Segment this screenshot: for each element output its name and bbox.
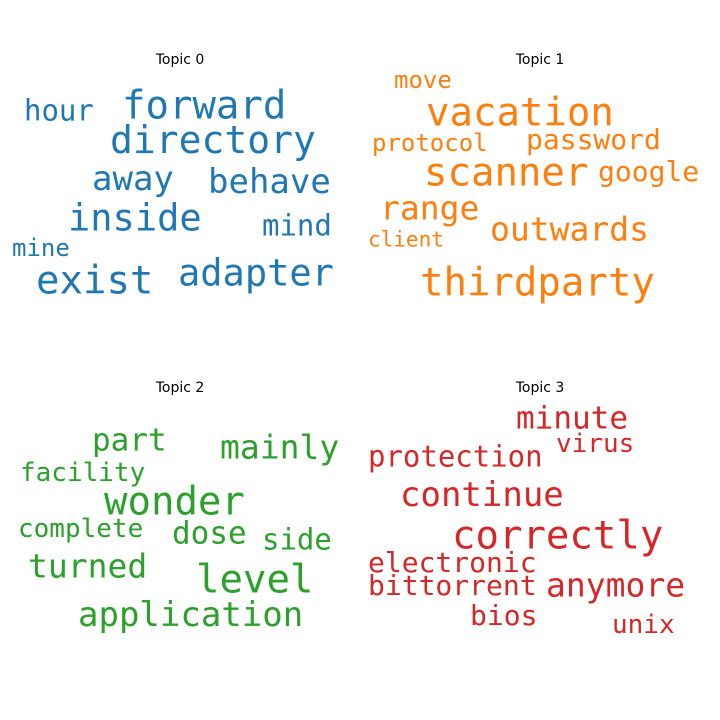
topic-0-title: Topic 0 [155, 52, 205, 68]
topic-3-word-protection: protection [368, 439, 543, 474]
topic-2-word-mainly: mainly [220, 427, 340, 467]
topic-0-word-mind: mind [262, 208, 332, 243]
topic-0-word-hour: hour [24, 93, 94, 128]
topic-2-word-turned: turned [28, 546, 148, 586]
topic-0-word-forward: forward [122, 83, 287, 129]
topic-3-word-unix: unix [612, 610, 675, 640]
topic-1-word-protocol: protocol [372, 129, 488, 157]
topic-1-word-move: move [394, 66, 452, 94]
topic-3-word-minute: minute [516, 400, 628, 437]
topic-3-word-anymore: anymore [546, 565, 686, 605]
topic-1-title: Topic 1 [515, 52, 565, 68]
topic-0-word-mine: mine [12, 234, 70, 262]
topic-2-panel: Topic 2 part mainly facility wonder complete… [0, 328, 360, 688]
topic-1-word-vacation: vacation [426, 90, 614, 136]
topic-1-word-client: client [368, 227, 444, 252]
topic-1-panel: Topic 1 move vacation protocol password scan… [360, 0, 720, 360]
topic-2-word-facility: facility [20, 458, 146, 488]
topic-3-word-correctly: correctly [452, 513, 664, 559]
topic-3-word-electronic: electronic [368, 546, 537, 579]
topic-3-title: Topic 3 [515, 380, 565, 396]
topic-0-word-adapter: adapter [178, 251, 334, 295]
topic-0-word-away: away [92, 159, 174, 199]
topic-2-word-application: application [78, 595, 304, 635]
topic-2-word-part: part [92, 422, 167, 459]
topic-2-word-level: level [196, 557, 314, 603]
topic-2-word-side: side [262, 522, 332, 557]
topic-0-word-inside: inside [68, 196, 202, 240]
topic-3-word-continue: continue [400, 475, 564, 515]
topic-2-word-dose: dose [172, 515, 247, 552]
topic-1-word-scanner: scanner [424, 150, 589, 196]
topic-3-panel: Topic 3 minute virus protection continue cor… [360, 328, 720, 688]
topic-0-word-behave: behave [208, 162, 331, 202]
topic-1-word-range: range [380, 188, 480, 228]
topic-0-word-exist: exist [36, 258, 154, 304]
topic-2-title: Topic 2 [155, 380, 205, 396]
topic-0-panel: Topic 0 forward directory hour away behave in… [0, 0, 360, 360]
topic-0-word-directory: directory [110, 118, 316, 162]
topic-1-word-password: password [526, 123, 661, 156]
topic-1-word-thirdparty: thirdparty [420, 260, 655, 306]
topic-3-word-virus: virus [556, 429, 635, 459]
topic-1-word-google: google [598, 155, 700, 188]
topic-2-word-wonder: wonder [104, 479, 245, 525]
topic-1-word-outwards: outwards [490, 209, 649, 249]
topic-2-word-complete: complete [18, 514, 144, 544]
topic-3-word-bittorrent: bittorrent [368, 569, 537, 602]
topic-3-word-bios: bios [470, 599, 538, 632]
